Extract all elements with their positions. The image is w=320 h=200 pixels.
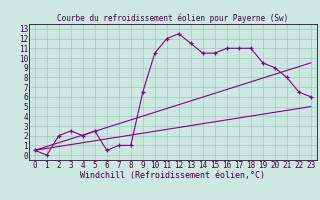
X-axis label: Windchill (Refroidissement éolien,°C): Windchill (Refroidissement éolien,°C) bbox=[80, 171, 265, 180]
Title: Courbe du refroidissement éolien pour Payerne (Sw): Courbe du refroidissement éolien pour Pa… bbox=[57, 14, 288, 23]
